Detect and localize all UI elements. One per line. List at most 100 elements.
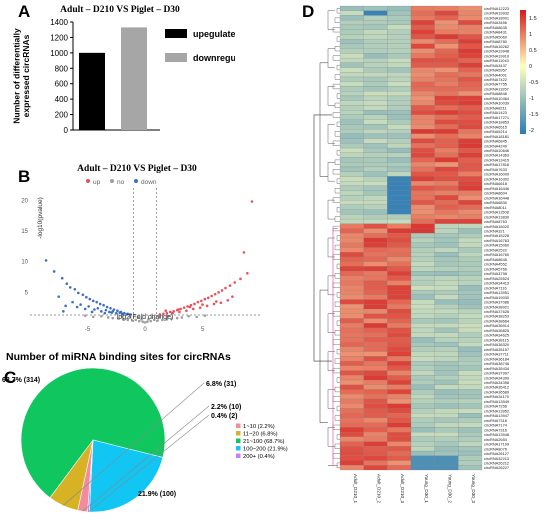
chart-d-dendro-branch	[334, 301, 340, 307]
chart-c-slice	[89, 439, 164, 513]
chart-d-cell	[363, 20, 388, 26]
chart-d-cell	[387, 29, 412, 35]
chart-d-cell	[387, 157, 412, 163]
chart-d-cell	[339, 394, 364, 400]
chart-d-row-label: circRNA34625	[484, 333, 509, 338]
chart-d-dendro-branch	[336, 150, 340, 156]
chart-d-cell	[387, 162, 412, 168]
chart-d-row-label: circRNA6515	[484, 124, 507, 129]
chart-d-cell	[434, 370, 459, 376]
chart-b-xtick-label: 0	[143, 327, 147, 333]
chart-d-cell	[363, 195, 388, 201]
chart-d-cell	[339, 162, 364, 168]
chart-b-point-down	[71, 300, 74, 304]
chart-d-cell	[363, 289, 388, 295]
chart-d-cell	[458, 408, 483, 414]
chart-d-row-label: circRNA8076	[484, 446, 507, 451]
chart-b-legend-dot	[110, 179, 114, 183]
chart-d-cell	[410, 351, 435, 357]
chart-d-cell	[410, 304, 435, 310]
chart-d-cell	[410, 166, 435, 172]
chart-d-cell	[387, 436, 412, 442]
chart-b-point-up	[198, 306, 202, 309]
chart-b-point-up	[165, 311, 169, 315]
chart-d-dendro-branch	[336, 377, 340, 383]
chart-d-cell	[387, 176, 412, 182]
chart-d-cell	[434, 422, 459, 428]
chart-d-cell	[363, 185, 388, 191]
chart-d-row-label: circRNA8763	[484, 219, 507, 224]
chart-d-cell	[410, 280, 435, 286]
chart-d-cell	[339, 218, 364, 224]
chart-d-cell	[387, 43, 412, 49]
chart-b-point-down	[110, 311, 113, 314]
chart-d-cell	[339, 346, 364, 352]
chart-a-title: Adult – D210 VS Piglet – D30	[60, 5, 180, 15]
chart-d-cell	[363, 398, 388, 404]
chart-d-cell	[410, 261, 435, 267]
chart-b-point-down	[68, 286, 72, 289]
chart-d-cell	[363, 242, 388, 248]
chart-d-cell	[339, 389, 364, 395]
chart-d-cell	[339, 143, 364, 149]
chart-d-dendro-branch	[334, 188, 340, 194]
chart-d-cell	[387, 318, 412, 324]
chart-b-point-down	[93, 308, 96, 311]
chart-d-cell	[339, 237, 364, 243]
chart-d-dendro-branch	[336, 405, 340, 411]
chart-c-leader-line	[82, 405, 210, 512]
chart-d-row-label: circRNA7174	[484, 423, 508, 428]
chart-b-point-up	[239, 277, 242, 281]
chart-d-cell	[410, 441, 435, 447]
chart-d-cell	[363, 223, 388, 229]
chart-d-cell	[410, 398, 435, 404]
chart-d-row-label: circRNA19030	[484, 295, 510, 300]
chart-d-cell	[410, 5, 435, 11]
chart-d-dendro-branch	[332, 453, 340, 459]
chart-d-cell	[458, 455, 483, 461]
chart-b-point-up	[193, 302, 196, 306]
chart-b-point-down	[95, 300, 98, 304]
chart-d-dendro-branch	[336, 8, 340, 14]
chart-d-cell	[458, 247, 483, 253]
chart-d-row-label: circRNA7116	[484, 285, 507, 290]
chart-d-cell	[434, 162, 459, 168]
chart-d-dendro-branch	[332, 55, 340, 61]
chart-d-cell	[410, 346, 435, 352]
chart-d-row-label: circRNA1423	[484, 110, 507, 115]
chart-d-cell	[410, 275, 435, 281]
chart-d-cell	[387, 346, 412, 352]
chart-d-cell	[339, 313, 364, 319]
chart-b-title: Adult – D210 VS Piglet – D30	[77, 164, 197, 174]
chart-d-cell	[410, 29, 435, 35]
chart-a-ytick-label: 1000	[50, 49, 68, 58]
chart-d-cell	[339, 256, 364, 262]
chart-b-point-down	[85, 295, 88, 299]
chart-d-row-label: circRNA5069	[484, 34, 507, 39]
chart-d-cell	[387, 332, 412, 338]
chart-a-ytick-label: 800	[55, 64, 69, 73]
chart-d-cell	[387, 195, 412, 201]
chart-c-legend-swatch	[236, 438, 241, 443]
chart-d-cell	[339, 209, 364, 215]
chart-d-row-label: circRNA36914	[484, 323, 510, 328]
chart-d-cell	[363, 436, 388, 442]
chart-d-cell	[410, 465, 435, 471]
chart-d-row-label: circRNA16446	[484, 186, 509, 191]
chart-d-cell	[339, 100, 364, 106]
chart-d-cell	[363, 379, 388, 385]
chart-d-cell	[458, 318, 483, 324]
chart-d-cell	[434, 337, 459, 343]
chart-d-dendro-branch	[334, 46, 340, 52]
chart-d-dendro-branch	[327, 48, 335, 68]
chart-d-cell	[410, 129, 435, 134]
chart-d-row-label: circRNA7318	[484, 418, 507, 423]
chart-d-cell	[458, 48, 483, 54]
chart-b-legend-label: down	[141, 179, 157, 186]
chart-d-row-label: circRNA8780	[484, 39, 508, 44]
chart-d-cell	[387, 57, 412, 63]
chart-d-cell	[434, 242, 459, 248]
chart-d-cell	[434, 214, 459, 220]
chart-d-dendro-branch	[334, 216, 340, 222]
chart-d-cell	[363, 389, 388, 395]
